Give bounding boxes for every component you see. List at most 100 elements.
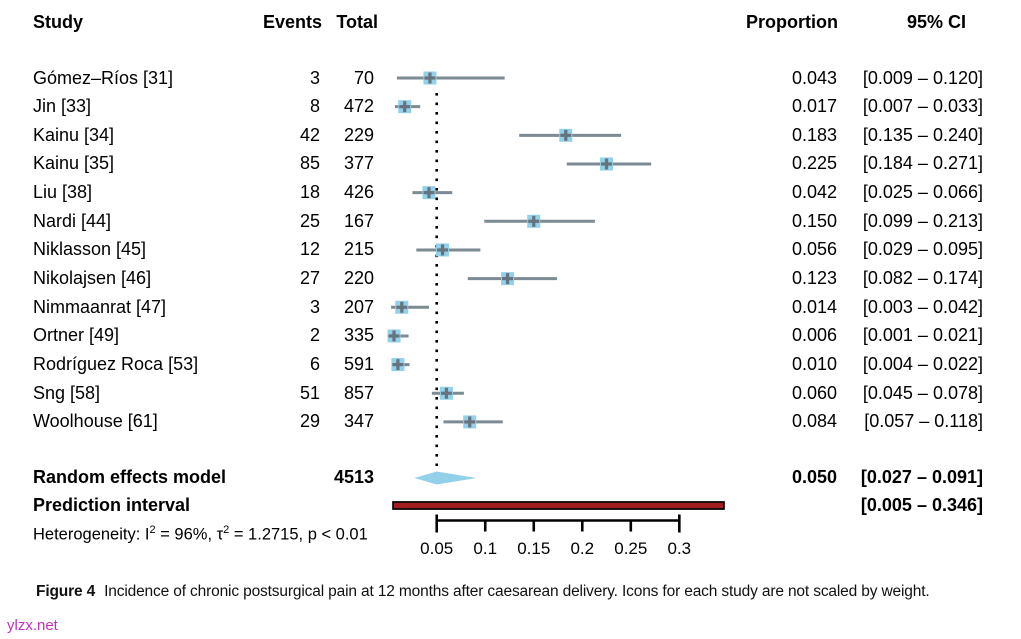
proportion-value: 0.084 [791,411,837,432]
study-name: Kainu [34] [33,124,115,145]
study-name: Nikolajsen [46] [33,268,152,289]
watermark: ylzx.net [7,617,58,634]
ci-value: [0.007 – 0.033] [862,96,983,117]
proportion-value: 0.150 [791,210,837,231]
proportion-value: 0.225 [791,153,837,174]
ci-value: [0.082 – 0.174] [862,268,983,289]
summary-proportion: 0.050 [791,467,837,487]
proportion-value: 0.060 [791,382,837,403]
study-name: Liu [38] [33,182,93,203]
proportion-value: 0.006 [791,325,837,346]
study-row: Sng [58] 51 857 0.060 [0.045 – 0.078] [0,379,1021,408]
total-value: 347 [343,411,374,432]
total-value: 426 [343,182,374,203]
proportion-value: 0.043 [791,67,837,88]
proportion-value: 0.183 [791,124,837,145]
header-row: Study Events Total Proportion 95% CI [0,8,1021,37]
study-row: Niklasson [45] 12 215 0.056 [0.029 – 0.095] [0,235,1021,264]
study-row: Nikolajsen [46] 27 220 0.123 [0.082 – 0.174] [0,264,1021,293]
study-row: Liu [38] 18 426 0.042 [0.025 – 0.066] [0,178,1021,207]
heterogeneity-sup: 2 [223,524,230,536]
x-axis-tick-label: 0.2 [570,539,594,558]
heterogeneity-text: = 96%, τ [155,525,224,544]
column-header-proportion: Proportion [746,11,838,32]
ci-value: [0.099 – 0.213] [862,210,983,231]
ci-value: [0.025 – 0.066] [862,182,983,203]
study-name: Niklasson [45] [33,239,147,260]
column-header-total: Total [336,11,378,32]
study-row: Jin [33] 8 472 0.017 [0.007 – 0.033] [0,92,1021,121]
total-value: 215 [343,239,374,260]
total-value: 857 [343,382,374,403]
total-value: 335 [343,325,374,346]
prediction-ci: [0.005 – 0.346] [860,495,983,515]
study-name: Rodríguez Roca [53] [33,354,199,375]
proportion-value: 0.123 [791,268,837,289]
study-row: Woolhouse [61] 29 347 0.084 [0.057 – 0.118] [0,407,1021,436]
ci-value: [0.045 – 0.078] [862,382,983,403]
proportion-value: 0.017 [791,96,837,117]
heterogeneity-sup: 2 [149,524,156,536]
x-axis-tick-label: 0.25 [614,539,647,558]
column-header-events: Events [262,11,322,32]
figure-caption-text: Incidence of chronic postsurgical pain a… [104,583,930,600]
events-value: 3 [309,67,320,88]
events-value: 85 [299,153,320,174]
study-row: Gómez–Ríos [31] 3 70 0.043 [0.009 – 0.120] [0,64,1021,93]
summary-row: Random effects model 4513 0.050 [0.027 –… [0,463,1021,492]
events-value: 8 [309,96,320,117]
events-value: 3 [309,296,320,317]
proportion-value: 0.010 [791,354,837,375]
summary-total: 4513 [333,467,374,487]
total-value: 207 [343,296,374,317]
ci-value: [0.001 – 0.021] [862,325,983,346]
proportion-value: 0.056 [791,239,837,260]
total-value: 591 [343,354,374,375]
study-row: Rodríguez Roca [53] 6 591 0.010 [0.004 – 0.0… [0,350,1021,379]
x-axis-tick-label: 0.05 [420,539,453,558]
ci-value: [0.184 – 0.271] [862,153,983,174]
proportion-value: 0.042 [791,182,837,203]
study-name: Kainu [35] [33,153,115,174]
total-value: 220 [343,268,374,289]
x-axis-tick-label: 0.3 [667,539,691,558]
events-value: 29 [299,411,320,432]
proportion-value: 0.014 [791,296,837,317]
study-row: Nardi [44] 25 167 0.150 [0.099 – 0.213] [0,207,1021,236]
figure-caption-label: Figure 4 [36,583,96,600]
total-value: 70 [353,67,374,88]
events-value: 27 [299,268,320,289]
prediction-row: Prediction interval [0.005 – 0.346] [0,491,1021,520]
summary-ci: [0.027 – 0.091] [860,467,983,487]
events-value: 12 [299,239,320,260]
ci-value: [0.029 – 0.095] [862,239,983,260]
column-header-ci: 95% CI [906,11,966,32]
prediction-label: Prediction interval [33,495,191,515]
x-axis-tick-label: 0.1 [473,539,497,558]
heterogeneity-text: Heterogeneity: I [33,525,150,544]
column-header-study: Study [33,11,84,32]
heterogeneity-text: = 1.2715, p < 0.01 [229,525,368,544]
total-value: 167 [343,210,374,231]
study-row: Ortner [49] 2 335 0.006 [0.001 – 0.021] [0,321,1021,350]
study-name: Gómez–Ríos [31] [33,67,174,88]
ci-value: [0.135 – 0.240] [862,124,983,145]
ci-value: [0.003 – 0.042] [862,296,983,317]
events-value: 51 [299,382,320,403]
study-name: Jin [33] [33,96,92,117]
ci-value: [0.009 – 0.120] [862,67,983,88]
study-row: Nimmaanrat [47] 3 207 0.014 [0.003 – 0.042] [0,293,1021,322]
events-value: 42 [299,124,320,145]
total-value: 472 [343,96,374,117]
ci-value: [0.057 – 0.118] [864,411,983,432]
total-value: 377 [343,153,374,174]
events-value: 18 [299,182,320,203]
events-value: 25 [299,210,320,231]
study-row: Kainu [35] 85 377 0.225 [0.184 – 0.271] [0,149,1021,178]
study-name: Nimmaanrat [47] [33,296,167,317]
study-name: Ortner [49] [33,325,120,346]
study-name: Sng [58] [33,382,101,403]
summary-label: Random effects model [33,467,227,487]
study-row: Kainu [34] 42 229 0.183 [0.135 – 0.240] [0,121,1021,150]
